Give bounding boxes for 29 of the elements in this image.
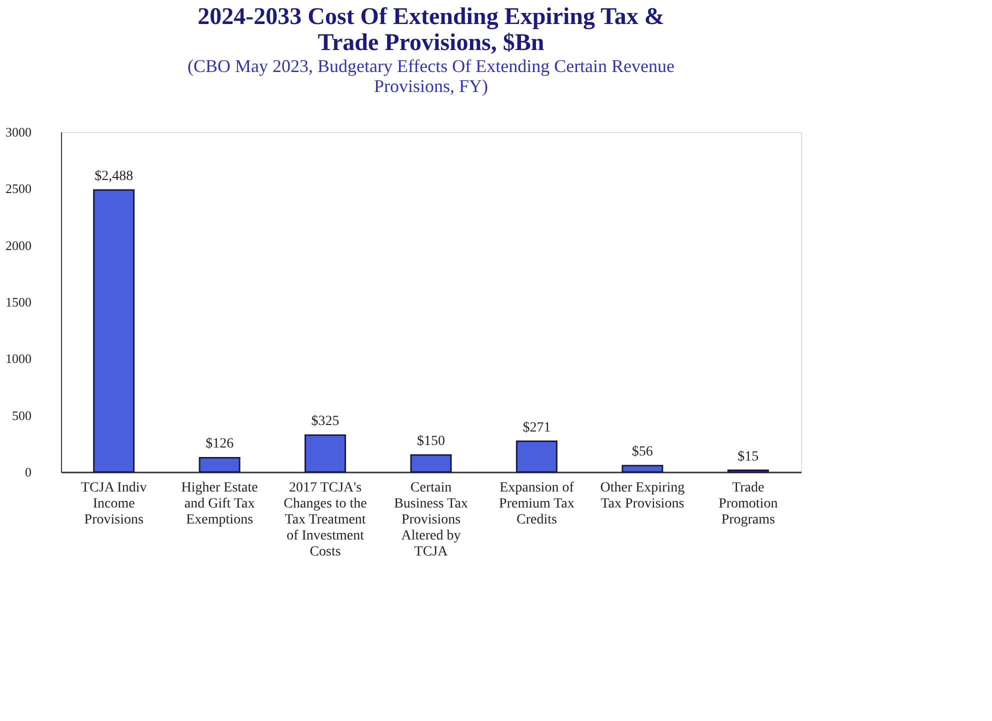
bar [516, 440, 558, 473]
y-tick-label: 1500 [6, 294, 32, 310]
x-tick-label: Higher Estate and Gift Tax Exemptions [181, 480, 258, 528]
data-label: $2,488 [94, 169, 134, 184]
bar [622, 464, 664, 473]
x-tick-label: TCJA Indiv Income Provisions [80, 480, 147, 528]
bar [410, 454, 452, 473]
y-tick-label: 1000 [6, 351, 32, 366]
y-tick-label: 2000 [6, 238, 32, 253]
y-tick-label: 3000 [6, 124, 32, 140]
data-label: $126 [206, 436, 234, 452]
bar [93, 189, 135, 473]
data-label: $56 [632, 444, 653, 460]
bar [198, 456, 240, 473]
y-tick-label: 500 [12, 408, 32, 423]
data-label: $150 [417, 434, 445, 449]
y-tick-label: 2500 [6, 181, 32, 196]
x-tick-label: Other Expiring Tax Provisions [600, 480, 685, 512]
data-label: $271 [522, 420, 551, 436]
x-tick-label: Certain Business Tax Provisions Altered by TCJA [394, 480, 468, 560]
y-tick-label: 0 [25, 464, 32, 480]
bar [304, 434, 346, 473]
data-label: $325 [311, 414, 340, 430]
x-tick-label: Expansion of Premium Tax Credits [499, 480, 574, 528]
chart-subtitle: (CBO May 2023, Budgetary Effects Of Extending Certain Revenue Provisions, FY) [187, 56, 675, 96]
chart-title: 2024-2033 Cost Of Extending Expiring Tax & Trade Provisions, $Bn [198, 4, 664, 56]
x-tick-label: Trade Promotion Programs [718, 480, 778, 528]
data-label: $15 [738, 449, 759, 464]
x-tick-label: 2017 TCJA's Changes to the Tax Treatment of Investment Costs [284, 480, 367, 560]
